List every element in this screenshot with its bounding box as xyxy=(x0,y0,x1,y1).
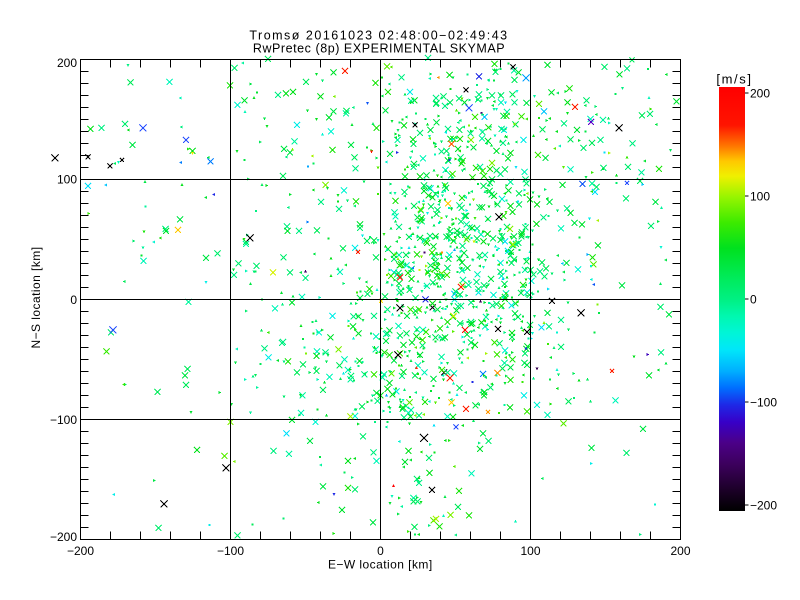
svg-text:100: 100 xyxy=(750,189,770,203)
svg-text:E−W location [km]: E−W location [km] xyxy=(328,558,433,572)
svg-text:0: 0 xyxy=(70,293,77,307)
svg-text:−100: −100 xyxy=(50,413,77,427)
svg-text:100: 100 xyxy=(57,172,77,186)
svg-text:200: 200 xyxy=(57,56,77,70)
svg-text:0: 0 xyxy=(377,544,384,558)
svg-text:0: 0 xyxy=(750,292,757,306)
svg-text:200: 200 xyxy=(670,544,690,558)
svg-text:[m/s]: [m/s] xyxy=(716,72,752,87)
svg-text:−100: −100 xyxy=(217,544,244,558)
svg-text:−200: −200 xyxy=(67,544,94,558)
svg-text:Tromsø 20161023 02:48:00−02:49: Tromsø 20161023 02:48:00−02:49:43 xyxy=(249,29,508,43)
svg-text:−100: −100 xyxy=(750,395,777,409)
svg-text:N−S location [km]: N−S location [km] xyxy=(29,246,43,348)
svg-text:RwPretec (8p) EXPERIMENTAL SKY: RwPretec (8p) EXPERIMENTAL SKYMAP xyxy=(253,42,505,56)
svg-text:200: 200 xyxy=(750,86,770,100)
svg-text:−200: −200 xyxy=(50,530,77,544)
svg-text:100: 100 xyxy=(520,544,540,558)
svg-text:−200: −200 xyxy=(750,498,777,512)
